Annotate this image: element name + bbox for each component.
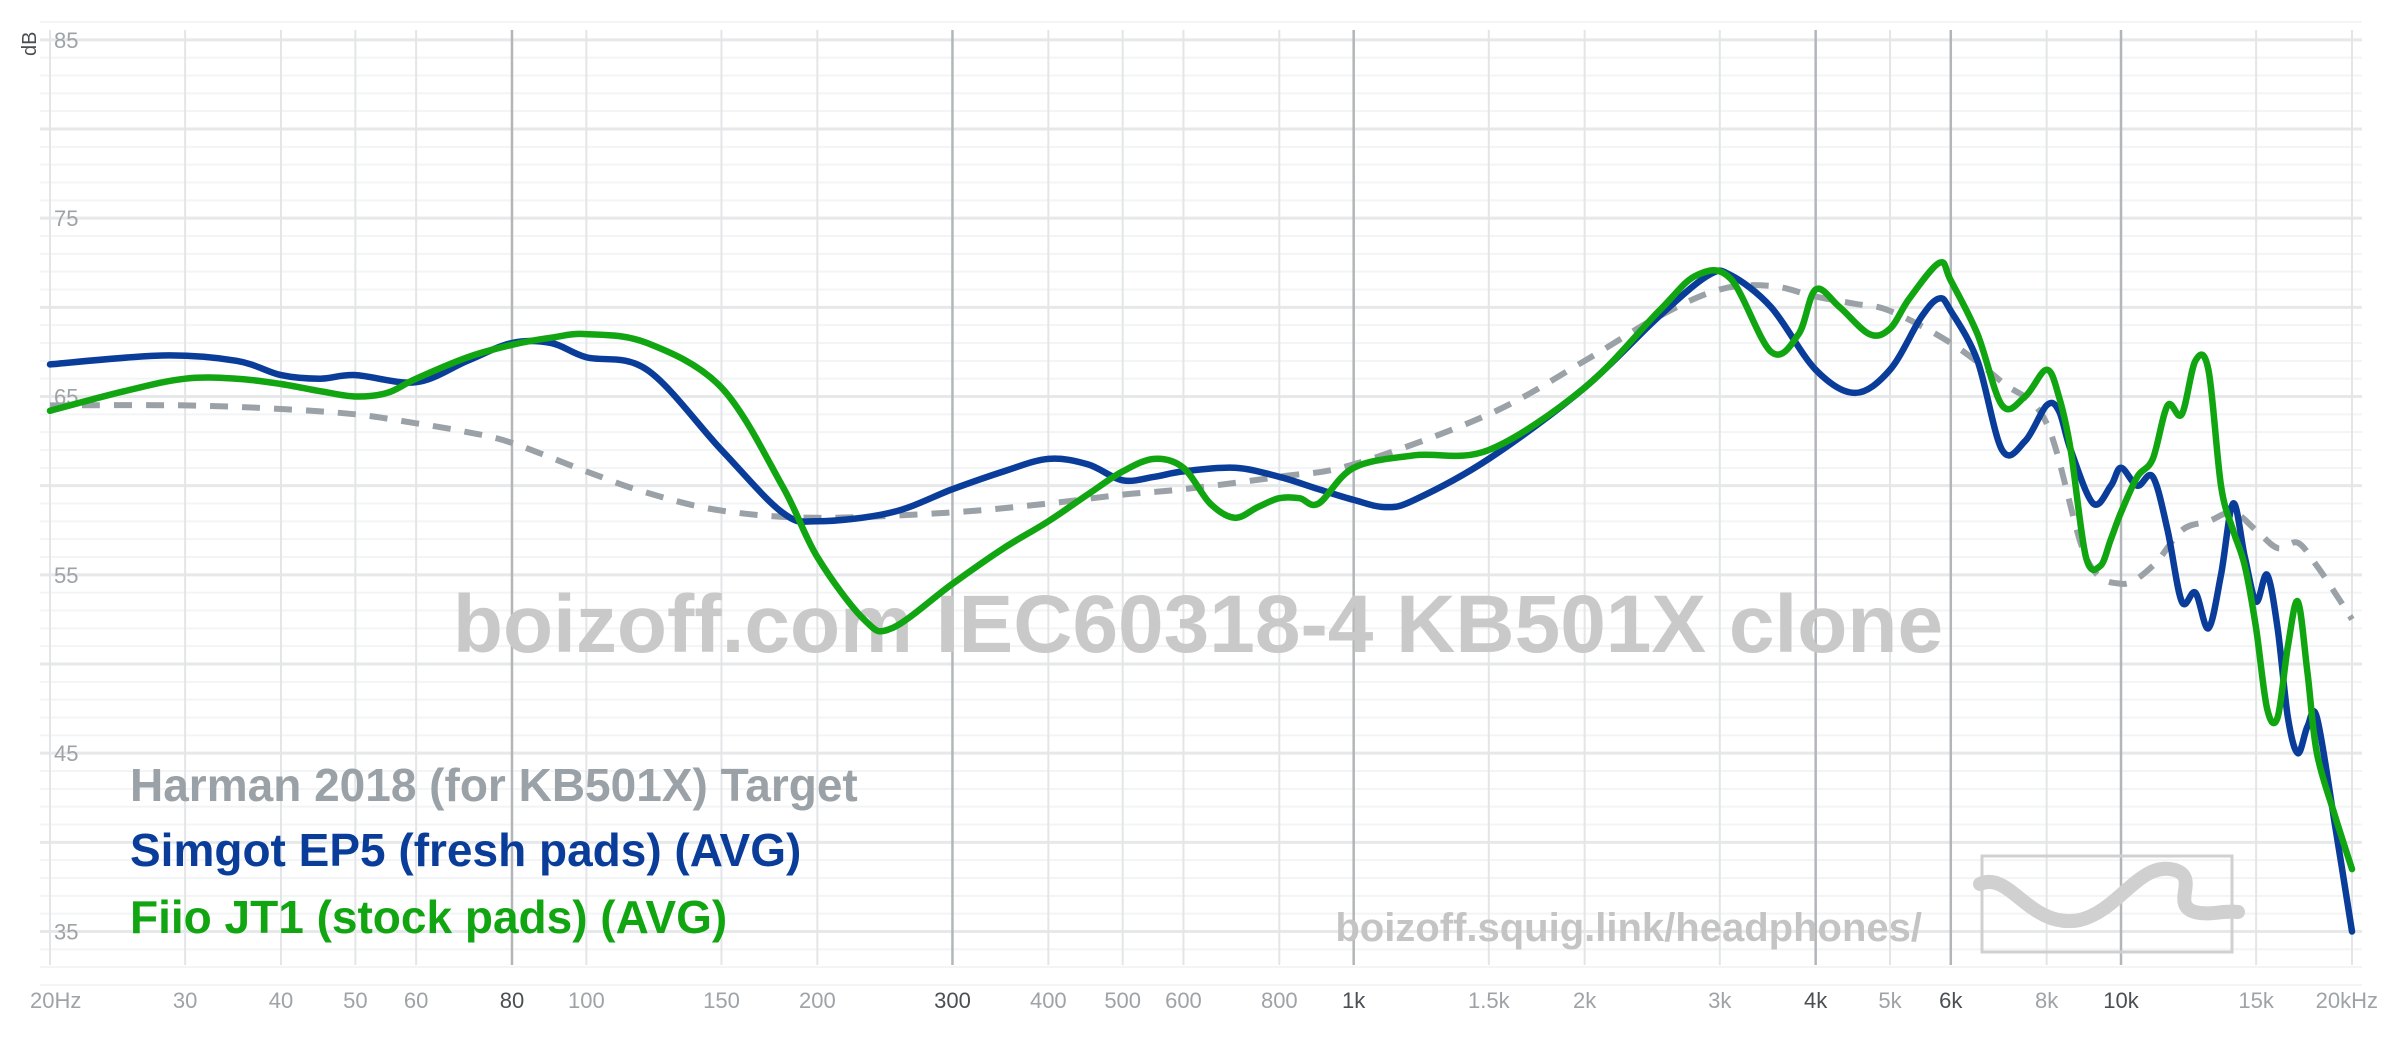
legend-entry: Harman 2018 (for KB501X) Target	[130, 759, 858, 811]
x-tick-label: 3k	[1708, 988, 1732, 1013]
x-tick-label: 10k	[2103, 988, 2139, 1013]
x-tick-label: 40	[269, 988, 293, 1013]
x-tick-label: 15k	[2238, 988, 2274, 1013]
legend-entry: Fiio JT1 (stock pads) (AVG)	[130, 891, 727, 943]
y-tick-label: 85	[54, 28, 78, 53]
x-tick-label: 20kHz	[2316, 988, 2378, 1013]
x-tick-label: 800	[1261, 988, 1298, 1013]
y-tick-label: 75	[54, 206, 78, 231]
x-tick-label: 300	[934, 988, 971, 1013]
y-tick-label: 35	[54, 920, 78, 945]
x-tick-label: 4k	[1804, 988, 1828, 1013]
x-tick-label: 500	[1104, 988, 1141, 1013]
x-tick-label: 400	[1030, 988, 1067, 1013]
x-tick-label: 5k	[1878, 988, 1902, 1013]
series-line-2	[46, 259, 2356, 873]
x-tick-label: 60	[404, 988, 428, 1013]
site-url-text: boizoff.squig.link/headphones/	[1335, 906, 1922, 950]
x-tick-label: 150	[703, 988, 740, 1013]
series-lines	[46, 259, 2356, 935]
x-tick-label: 50	[343, 988, 367, 1013]
legend-entry: Simgot EP5 (fresh pads) (AVG)	[130, 824, 801, 876]
x-tick-label: 1.5k	[1468, 988, 1511, 1013]
x-axis-tick-labels: 20Hz 30 40 50 60 80 100 150 200 300 400 500 600 800 1k…	[30, 988, 2378, 1013]
x-tick-label: 30	[173, 988, 197, 1013]
x-tick-label: 600	[1165, 988, 1202, 1013]
y-tick-label: 45	[54, 741, 78, 766]
watermark-text: boizoff.com IEC60318-4 KB501X clone	[453, 579, 1943, 670]
x-tick-label: 8k	[2035, 988, 2059, 1013]
x-tick-label: 80	[500, 988, 524, 1013]
y-tick-label: 55	[54, 563, 78, 588]
x-tick-label: 6k	[1939, 988, 1963, 1013]
x-tick-label: 2k	[1573, 988, 1597, 1013]
series-line-0	[49, 282, 2355, 622]
y-axis-unit-label: dB	[19, 32, 41, 56]
x-tick-label: 20Hz	[30, 988, 81, 1013]
squiggle-logo-icon	[1973, 854, 2245, 954]
x-tick-label: 1k	[1342, 988, 1366, 1013]
x-tick-label: 100	[568, 988, 605, 1013]
vertical-gridlines	[49, 30, 2353, 965]
x-tick-label: 200	[799, 988, 836, 1013]
legend: Harman 2018 (for KB501X) Target Simgot EP…	[130, 759, 858, 943]
